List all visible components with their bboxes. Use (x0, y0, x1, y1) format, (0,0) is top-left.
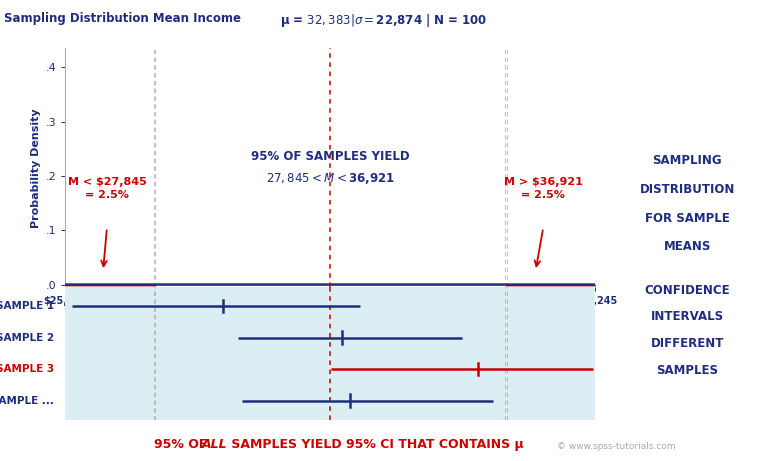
Text: μ = $32,383 | σ = $22,874 | N = 100: μ = $32,383 | σ = $22,874 | N = 100 (280, 12, 488, 29)
Text: INTERVALS: INTERVALS (650, 310, 724, 323)
Text: SAMPLE 1: SAMPLE 1 (0, 301, 54, 311)
Text: © www.spss-tutorials.com: © www.spss-tutorials.com (557, 442, 675, 451)
Y-axis label: Probability Density: Probability Density (31, 108, 41, 228)
Text: ALL: ALL (202, 438, 227, 451)
Text: M > $36,921
= 2.5%: M > $36,921 = 2.5% (504, 177, 583, 201)
Text: 95% OF SAMPLES YIELD: 95% OF SAMPLES YIELD (251, 150, 409, 164)
Text: SAMPLES: SAMPLES (657, 364, 718, 377)
Text: SAMPLE 2: SAMPLE 2 (0, 333, 54, 343)
Text: 95% OF: 95% OF (154, 438, 211, 451)
Text: SAMPLES YIELD 95% CI THAT CONTAINS μ: SAMPLES YIELD 95% CI THAT CONTAINS μ (227, 438, 523, 451)
Text: FOR SAMPLE: FOR SAMPLE (645, 212, 730, 225)
Text: DIFFERENT: DIFFERENT (650, 337, 724, 350)
Text: SAMPLE ...: SAMPLE ... (0, 396, 54, 406)
Text: DISTRIBUTION: DISTRIBUTION (640, 183, 735, 196)
Text: $27,845 < M < $36,921: $27,845 < M < $36,921 (266, 171, 395, 186)
Text: SAMPLING: SAMPLING (653, 154, 722, 167)
Text: M < $27,845
= 2.5%: M < $27,845 = 2.5% (68, 177, 147, 201)
Text: SAMPLE 3: SAMPLE 3 (0, 364, 54, 374)
Text: Sampling Distribution Mean Income: Sampling Distribution Mean Income (4, 12, 241, 24)
Text: CONFIDENCE: CONFIDENCE (644, 284, 730, 296)
Text: MEANS: MEANS (664, 240, 711, 253)
Text: μ: μ (326, 300, 335, 313)
